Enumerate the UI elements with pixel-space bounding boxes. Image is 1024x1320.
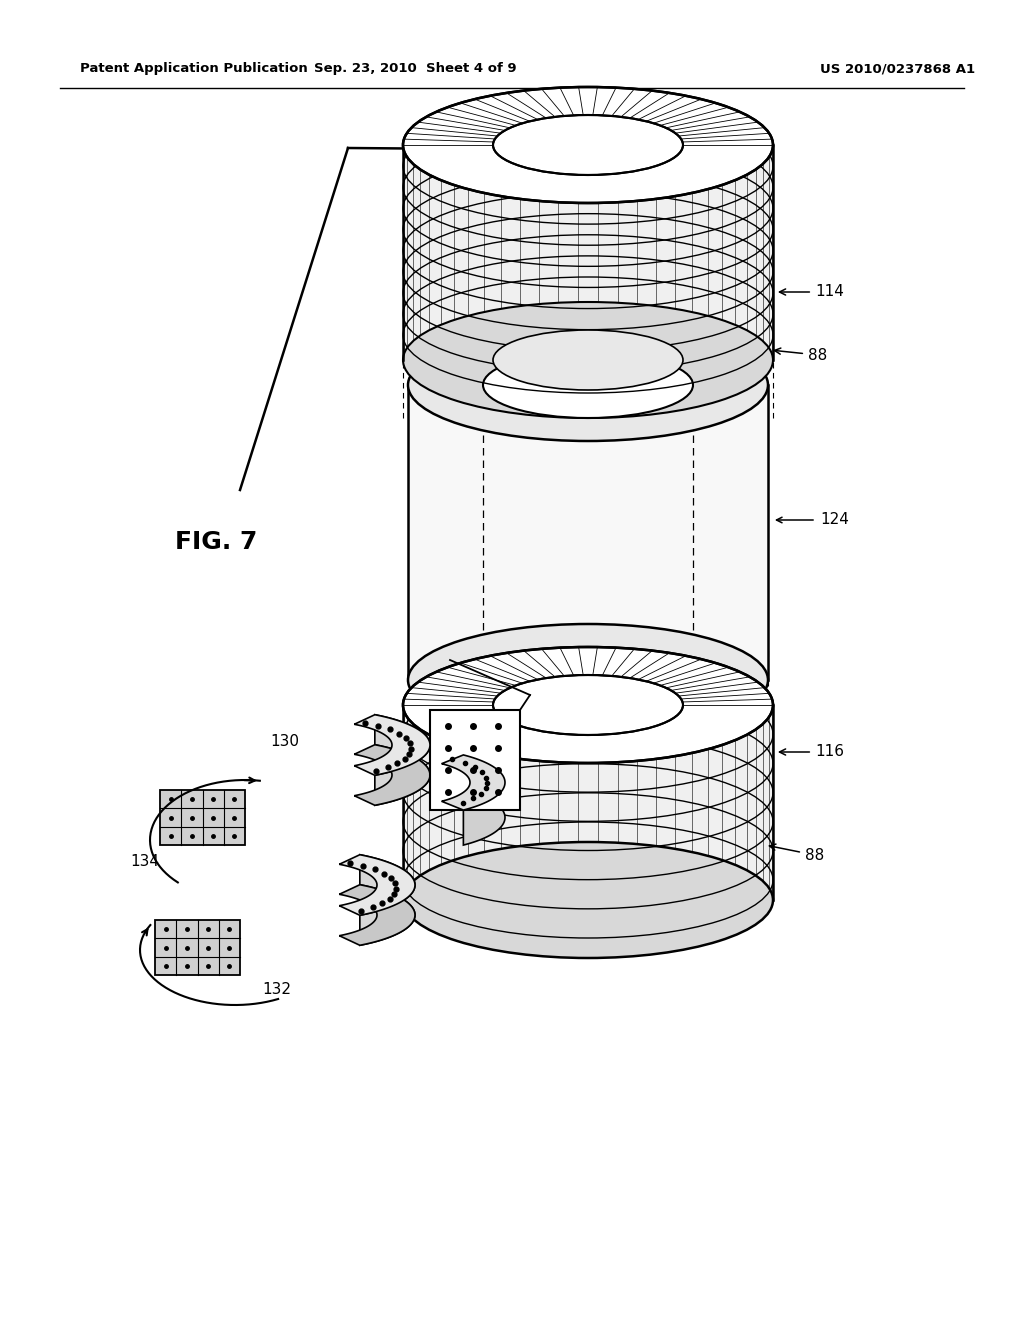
- Text: US 2010/0237868 A1: US 2010/0237868 A1: [820, 62, 975, 75]
- Bar: [430, 710, 520, 810]
- Polygon shape: [339, 884, 415, 945]
- Ellipse shape: [493, 115, 683, 176]
- Polygon shape: [339, 855, 415, 915]
- Ellipse shape: [403, 87, 773, 203]
- Text: 88: 88: [769, 843, 824, 862]
- Ellipse shape: [408, 329, 768, 441]
- Polygon shape: [354, 744, 430, 805]
- Text: 126: 126: [415, 690, 444, 705]
- Bar: [155, 920, 240, 975]
- Text: 116: 116: [779, 744, 844, 759]
- Text: 130: 130: [270, 734, 299, 750]
- Text: 114: 114: [779, 285, 844, 300]
- Ellipse shape: [403, 302, 773, 418]
- Polygon shape: [354, 714, 430, 775]
- Text: 132: 132: [262, 982, 291, 998]
- Ellipse shape: [403, 842, 773, 958]
- Text: 70: 70: [649, 177, 697, 193]
- Bar: [408, 385, 768, 680]
- Polygon shape: [441, 755, 505, 810]
- Text: 122: 122: [644, 137, 709, 162]
- Text: 70: 70: [652, 920, 687, 942]
- Ellipse shape: [408, 624, 768, 737]
- Polygon shape: [464, 755, 505, 845]
- Text: 88: 88: [774, 347, 827, 363]
- Bar: [160, 789, 245, 845]
- Polygon shape: [359, 855, 415, 945]
- Text: Sep. 23, 2010  Sheet 4 of 9: Sep. 23, 2010 Sheet 4 of 9: [313, 62, 516, 75]
- Polygon shape: [375, 714, 430, 805]
- Ellipse shape: [483, 647, 693, 713]
- Text: Patent Application Publication: Patent Application Publication: [80, 62, 308, 75]
- Text: 124: 124: [820, 512, 849, 528]
- Ellipse shape: [403, 647, 773, 763]
- Ellipse shape: [493, 675, 683, 735]
- Text: 134: 134: [130, 854, 159, 870]
- Bar: [403, 145, 773, 360]
- Ellipse shape: [493, 330, 683, 389]
- Ellipse shape: [483, 352, 693, 418]
- Bar: [403, 705, 773, 900]
- Text: FIG. 7: FIG. 7: [175, 531, 257, 554]
- Text: 128: 128: [468, 813, 497, 828]
